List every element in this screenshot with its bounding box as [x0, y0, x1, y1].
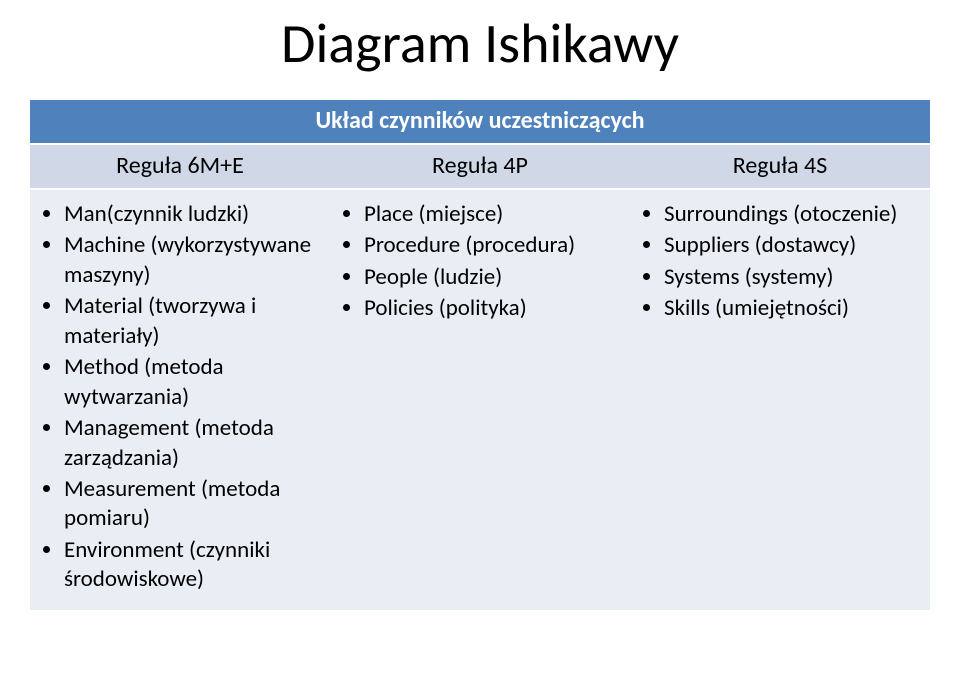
list-1: Place (miejsce) Procedure (procedura) Pe… [342, 200, 618, 324]
table-banner: Układ czynników uczestniczących [30, 100, 930, 145]
list-item: Method (metoda wytwarzania) [64, 353, 318, 412]
page-title: Diagram Ishikawy [30, 10, 930, 78]
list-item: Measurement (metoda pomiaru) [64, 475, 318, 534]
list-item: Machine (wykorzystywane maszyny) [64, 231, 318, 290]
table-body-0: Man(czynnik ludzki) Machine (wykorzystyw… [30, 190, 330, 610]
list-item: Place (miejsce) [364, 200, 618, 229]
list-item: Man(czynnik ludzki) [64, 200, 318, 229]
list-item: Procedure (procedura) [364, 231, 618, 260]
table-body-1: Place (miejsce) Procedure (procedura) Pe… [330, 190, 630, 610]
list-item: Material (tworzywa i materiały) [64, 292, 318, 351]
table-header-1: Reguła 4P [330, 145, 630, 188]
list-item: Environment (czynniki środowiskowe) [64, 536, 318, 595]
table-header-0: Reguła 6M+E [30, 145, 330, 188]
table-header-2: Reguła 4S [630, 145, 930, 188]
list-2: Surroundings (otoczenie) Suppliers (dost… [642, 200, 918, 324]
table-body-2: Surroundings (otoczenie) Suppliers (dost… [630, 190, 930, 610]
list-item: Systems (systemy) [664, 263, 918, 292]
table-body-row: Man(czynnik ludzki) Machine (wykorzystyw… [30, 190, 930, 610]
list-item: Suppliers (dostawcy) [664, 231, 918, 260]
list-item: Policies (polityka) [364, 294, 618, 323]
table-header-row: Reguła 6M+E Reguła 4P Reguła 4S [30, 145, 930, 190]
list-item: Skills (umiejętności) [664, 294, 918, 323]
list-item: Surroundings (otoczenie) [664, 200, 918, 229]
page: Diagram Ishikawy Układ czynników uczestn… [0, 0, 960, 693]
list-item: Management (metoda zarządzania) [64, 414, 318, 473]
list-0: Man(czynnik ludzki) Machine (wykorzystyw… [42, 200, 318, 595]
list-item: People (ludzie) [364, 263, 618, 292]
